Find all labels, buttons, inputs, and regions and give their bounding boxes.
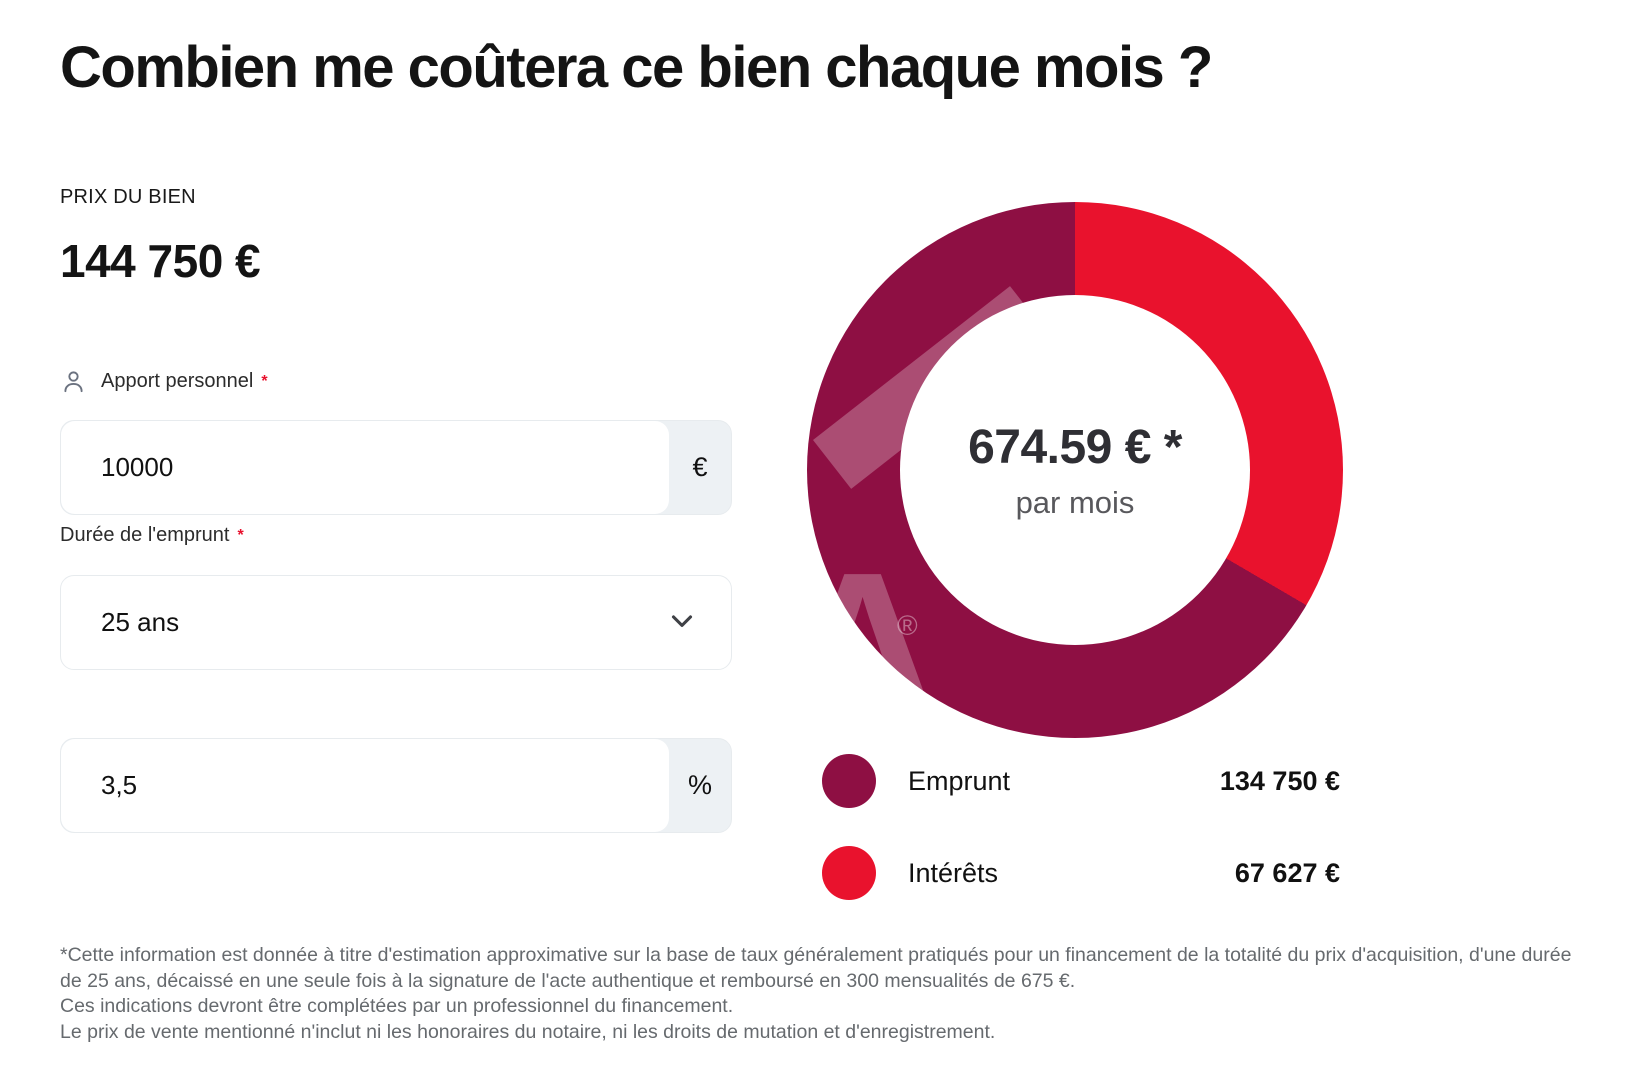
disclaimer-line: Ces indications devront être complétées … bbox=[60, 995, 734, 1017]
person-icon bbox=[60, 368, 87, 395]
price-value: 144 750 € bbox=[60, 235, 261, 287]
watermark-letter: A bbox=[807, 527, 941, 738]
apport-field: € bbox=[60, 420, 732, 515]
duree-select[interactable]: 25 ans bbox=[60, 575, 732, 670]
interets-color-dot bbox=[822, 846, 876, 900]
duree-label: Durée de l'emprunt bbox=[60, 524, 230, 546]
emprunt-color-dot bbox=[822, 754, 876, 808]
apport-label: Apport personnel bbox=[101, 370, 254, 392]
duree-required-asterisk: * bbox=[237, 526, 244, 544]
monthly-cost-chart: A ® 674.59 € * par mois bbox=[807, 202, 1343, 738]
apport-label-row: Apport personnel * bbox=[60, 368, 268, 395]
taux-field: % bbox=[60, 738, 732, 833]
donut-center: 674.59 € * par mois bbox=[900, 295, 1250, 645]
disclaimer-line: Le prix de vente mentionné n'inclut ni l… bbox=[60, 1020, 996, 1043]
emprunt-value: 134 750 € bbox=[1219, 765, 1340, 796]
emprunt-label: Emprunt bbox=[908, 765, 1011, 796]
taux-input-box bbox=[61, 739, 669, 832]
duree-select-value: 25 ans bbox=[101, 607, 180, 637]
interets-value: 67 627 € bbox=[1234, 857, 1340, 888]
page-title: Combien me coûtera ce bien chaque mois ? bbox=[60, 35, 1213, 100]
legend-row-interets: Intérêts 67 627 € bbox=[822, 845, 1340, 901]
taux-input[interactable] bbox=[61, 739, 669, 832]
price-label: PRIX DU BIEN bbox=[60, 186, 196, 208]
apport-input-box bbox=[61, 421, 669, 514]
monthly-payment-caption: par mois bbox=[1015, 484, 1135, 520]
disclaimer-line: de 25 ans, décaissé en une seule fois à … bbox=[60, 969, 1076, 992]
monthly-payment-value: 674.59 € * bbox=[968, 420, 1182, 474]
apport-input[interactable] bbox=[61, 421, 669, 514]
apport-required-asterisk: * bbox=[261, 372, 268, 390]
apport-suffix-euro: € bbox=[692, 452, 708, 482]
donut-chart: A ® bbox=[807, 202, 1343, 738]
disclaimer-line: *Cette information est donnée à titre d'… bbox=[60, 944, 1572, 966]
legend-row-emprunt: Emprunt 134 750 € bbox=[822, 753, 1340, 809]
disclaimer: *Cette information est donnée à titre d'… bbox=[60, 943, 1605, 1045]
duree-label-row: Durée de l'emprunt * bbox=[60, 524, 244, 547]
watermark-registered-icon: ® bbox=[897, 610, 918, 641]
taux-suffix-percent: % bbox=[687, 770, 712, 800]
chevron-down-icon bbox=[665, 603, 699, 642]
interets-label: Intérêts bbox=[908, 857, 999, 888]
